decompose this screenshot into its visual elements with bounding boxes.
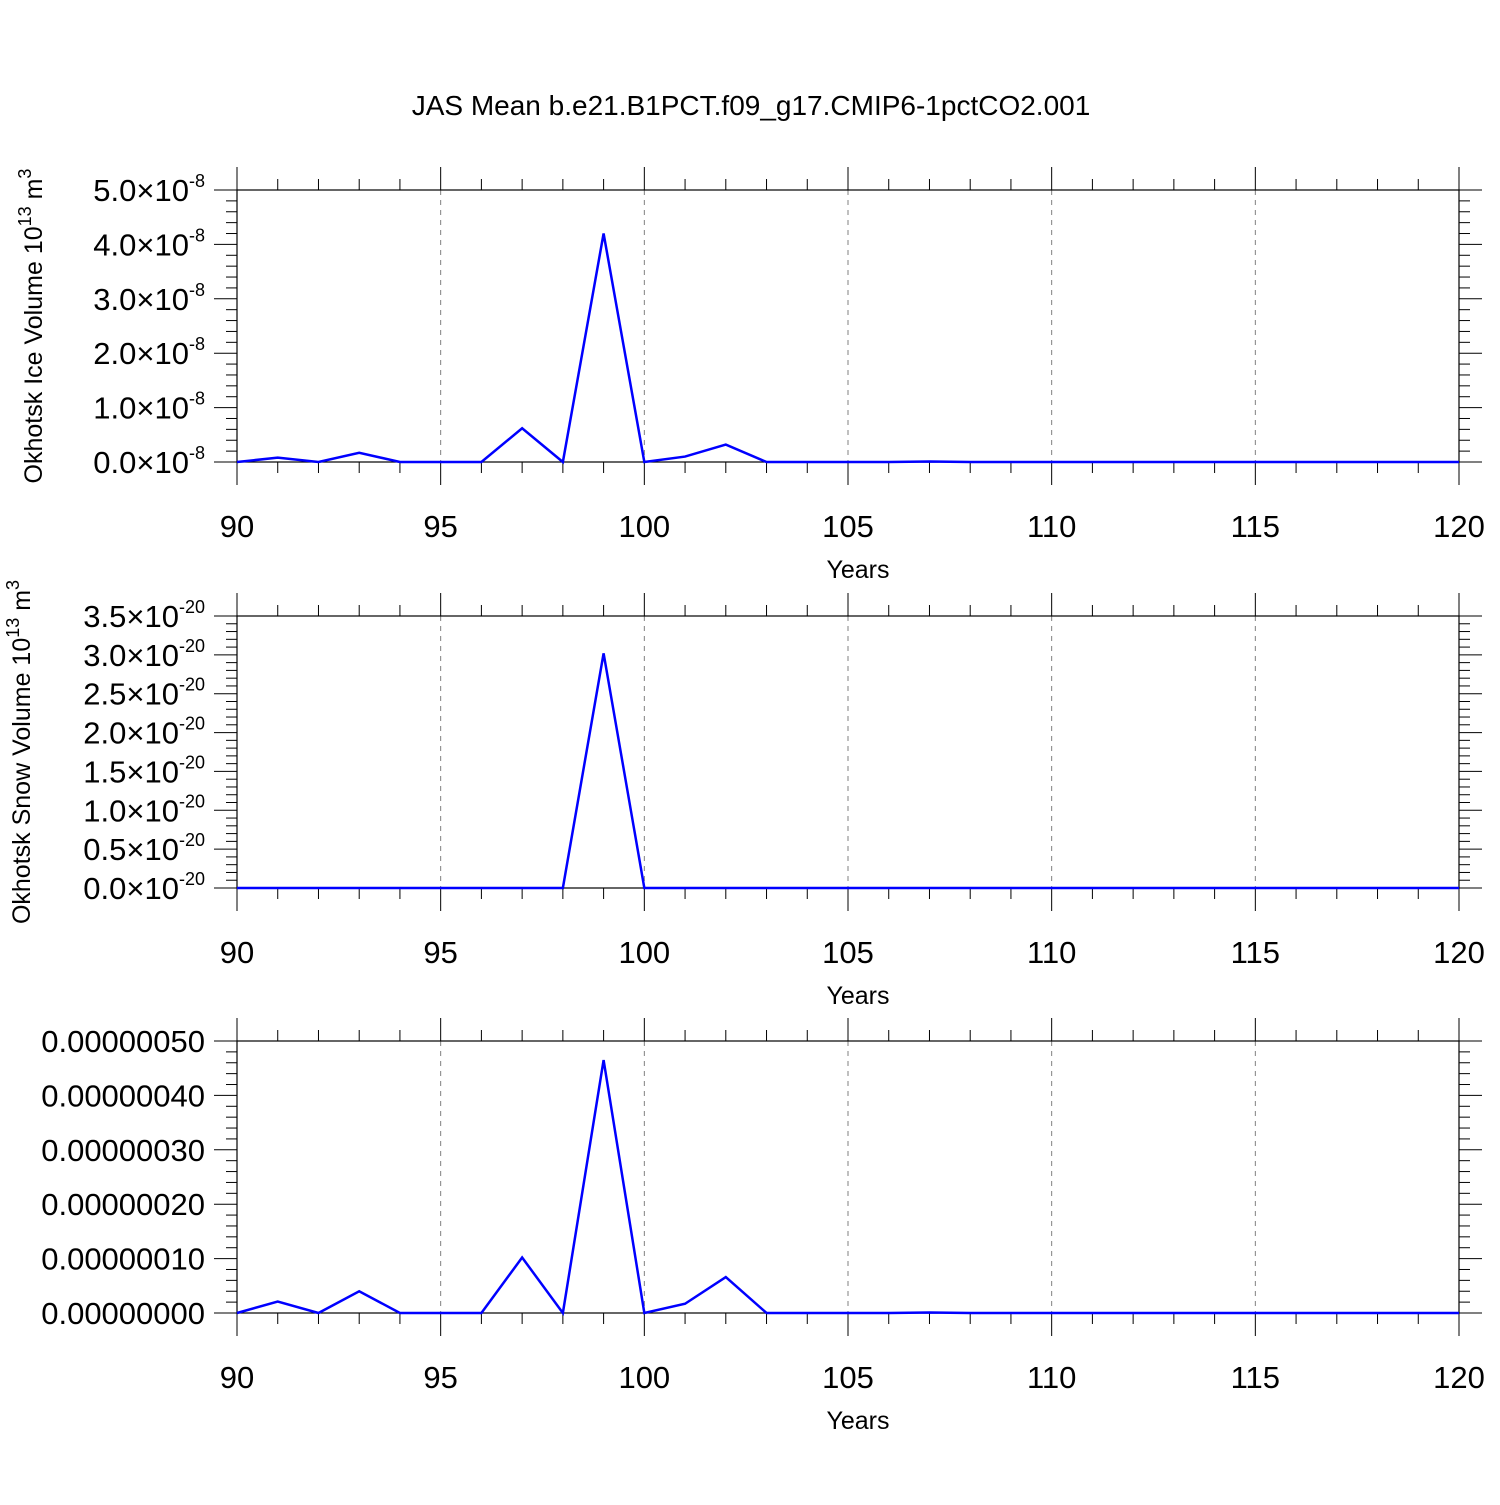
- y-tick-label: 0.00000040: [41, 1078, 205, 1113]
- x-tick-label: 100: [618, 1360, 670, 1395]
- x-tick-label: 105: [822, 1360, 874, 1395]
- x-tick-label: 90: [220, 509, 254, 544]
- x-tick-label: 110: [1027, 935, 1076, 970]
- y-tick-label: 0.00000010: [41, 1242, 205, 1277]
- x-axis-label: Years: [826, 556, 889, 584]
- x-tick-label: 90: [220, 935, 254, 970]
- y-tick-label: 0.0×10-8: [93, 443, 205, 480]
- x-tick-label: 120: [1433, 509, 1485, 544]
- x-tick-label: 110: [1027, 509, 1076, 544]
- y-tick-label: 2.0×10-8: [93, 334, 205, 371]
- x-tick-label: 115: [1231, 509, 1280, 544]
- y-tick-label: 0.00000050: [41, 1024, 205, 1059]
- x-tick-label: 100: [618, 509, 670, 544]
- x-axis-label: Years: [826, 1407, 889, 1435]
- y-tick-label: 5.0×10-8: [93, 171, 205, 208]
- x-tick-label: 110: [1027, 1360, 1076, 1395]
- x-tick-label: 120: [1433, 935, 1485, 970]
- x-tick-label: 105: [822, 509, 874, 544]
- y-tick-label: 4.0×10-8: [93, 225, 205, 262]
- x-tick-label: 115: [1231, 935, 1280, 970]
- x-tick-label: 95: [423, 509, 457, 544]
- y-tick-label: 1.0×10-8: [93, 389, 205, 426]
- x-tick-label: 95: [423, 935, 457, 970]
- y-tick-label: 3.0×10-8: [93, 280, 205, 317]
- x-tick-label: 100: [618, 935, 670, 970]
- x-tick-label: 95: [423, 1360, 457, 1395]
- y-tick-label: 0.00000020: [41, 1187, 205, 1222]
- y-tick-label: 0.00000030: [41, 1133, 205, 1168]
- figure-title: JAS Mean b.e21.B1PCT.f09_g17.CMIP6-1pctC…: [412, 90, 1091, 121]
- x-tick-label: 115: [1231, 1360, 1280, 1395]
- x-tick-label: 120: [1433, 1360, 1485, 1395]
- x-tick-label: 105: [822, 935, 874, 970]
- y-tick-label: 0.00000000: [41, 1296, 205, 1331]
- x-axis-label: Years: [826, 982, 889, 1010]
- x-tick-label: 90: [220, 1360, 254, 1395]
